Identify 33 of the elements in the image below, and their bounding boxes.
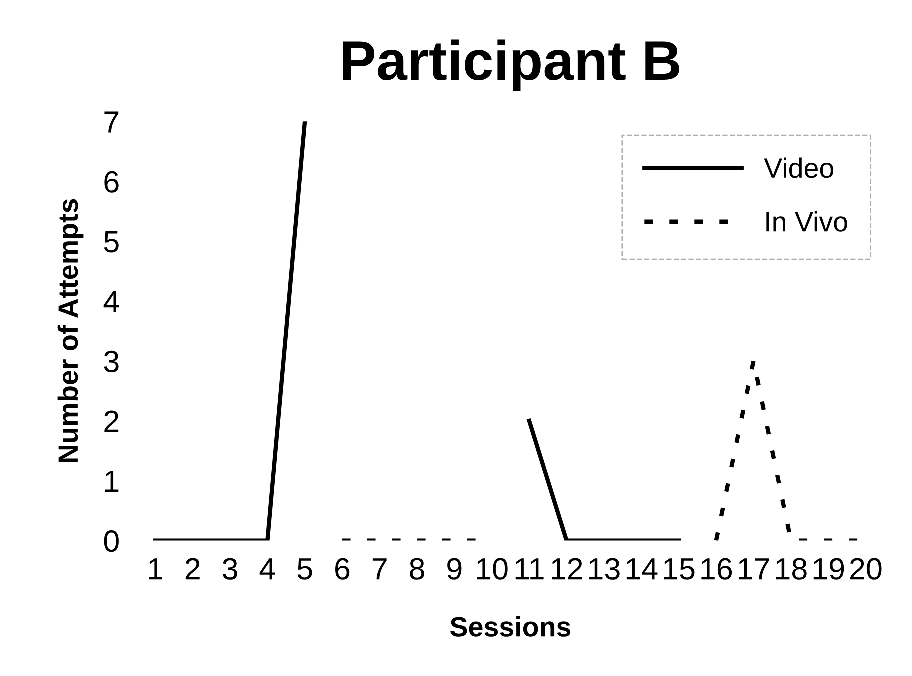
x-tick-label: 14 [626, 558, 658, 580]
x-tick-label: 19 [814, 558, 844, 580]
x-tick-label: 18 [776, 558, 807, 580]
x-tick-label: 20 [850, 558, 882, 580]
x-tick-label: 16 [702, 558, 732, 580]
legend-label: In Vivo [766, 211, 848, 232]
y-tick-label: 0 [104, 530, 119, 552]
x-tick-label: 13 [590, 558, 620, 580]
x-tick-label: 5 [298, 558, 312, 580]
chart-title: Participant B [343, 40, 680, 92]
x-tick-label: 7 [372, 558, 387, 580]
y-axis-title: Number of Attempts [58, 199, 84, 462]
x-tick-label: 15 [664, 558, 695, 580]
y-tick-label: 4 [104, 291, 120, 312]
y-tick-label: 5 [104, 231, 119, 253]
legend-label: Video [764, 158, 834, 178]
x-tick-label: 2 [186, 558, 200, 580]
x-tick-label: 11 [516, 558, 544, 580]
x-tick-label: 1 [149, 558, 162, 580]
x-tick-label: 10 [477, 558, 508, 580]
x-tick-label: 9 [448, 558, 462, 580]
x-tick-label: 3 [222, 558, 238, 580]
x-tick-label: 12 [552, 558, 582, 580]
x-tick-label: 8 [410, 558, 424, 580]
y-tick-label: 7 [104, 112, 119, 133]
y-tick-label: 2 [104, 410, 119, 432]
x-tick-label: 4 [260, 558, 276, 580]
y-tick-label: 6 [104, 171, 119, 193]
x-axis-title: Sessions [450, 616, 571, 637]
x-tick-label: 6 [336, 558, 350, 580]
x-tick-label: 17 [739, 558, 770, 580]
y-tick-label: 3 [104, 350, 119, 373]
y-tick-label: 1 [105, 470, 119, 492]
